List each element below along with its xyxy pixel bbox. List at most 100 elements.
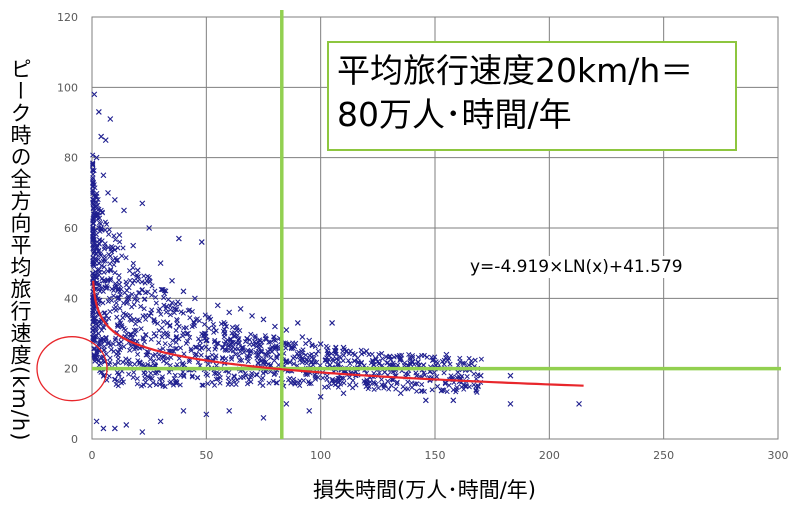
callout-line-2: 80万人･時間/年 — [337, 95, 572, 134]
scatter-point — [146, 313, 153, 319]
scatter-point — [94, 190, 100, 197]
scatter-point — [347, 360, 353, 367]
scatter-point — [90, 206, 96, 212]
scatter-point — [381, 369, 388, 376]
scatter-point — [203, 411, 210, 418]
scatter-point — [187, 334, 193, 340]
scatter-point — [136, 318, 143, 324]
scatter-point — [132, 296, 138, 302]
scatter-point — [241, 349, 247, 355]
scatter-point — [253, 349, 259, 355]
scatter-point — [118, 344, 124, 351]
scatter-point — [90, 161, 96, 167]
scatter-point — [130, 265, 136, 271]
scatter-point — [249, 373, 255, 379]
scatter-point — [152, 288, 158, 294]
scatter-point — [263, 359, 269, 365]
scatter-point — [230, 344, 236, 350]
scatter-point — [326, 362, 333, 369]
scatter-point — [383, 354, 389, 360]
scatter-point — [222, 346, 228, 352]
scatter-point — [90, 235, 96, 241]
scatter-point — [185, 330, 191, 337]
scatter-point — [306, 337, 313, 344]
scatter-point — [135, 358, 141, 364]
scatter-point — [221, 326, 227, 332]
scatter-point — [111, 425, 118, 432]
scatter-point — [195, 359, 201, 365]
scatter-point — [363, 348, 370, 354]
scatter-point — [258, 348, 265, 354]
scatter-point — [363, 383, 370, 390]
scatter-point — [115, 245, 121, 251]
scatter-point — [324, 357, 330, 363]
scatter-point — [271, 371, 277, 378]
scatter-point — [283, 400, 290, 407]
scatter-point — [352, 351, 358, 358]
scatter-point — [90, 152, 96, 158]
scatter-point — [90, 324, 96, 330]
scatter-point — [101, 347, 107, 353]
scatter-point — [434, 374, 440, 380]
scatter-point — [379, 350, 385, 357]
scatter-point — [92, 346, 98, 352]
scatter-point — [457, 359, 463, 365]
scatter-point — [200, 382, 206, 388]
scatter-point — [139, 279, 145, 285]
scatter-point — [106, 361, 112, 368]
scatter-point — [253, 344, 259, 350]
scatter-point — [100, 425, 107, 432]
scatter-point — [340, 375, 347, 381]
scatter-point — [104, 221, 110, 227]
scatter-point — [107, 355, 113, 361]
scatter-point — [99, 335, 105, 341]
scatter-point — [236, 336, 242, 342]
scatter-point — [397, 390, 404, 397]
scatter-point — [135, 273, 142, 280]
scatter-point — [335, 380, 341, 386]
scatter-point — [181, 362, 187, 368]
scatter-point — [113, 307, 119, 313]
scatter-point — [213, 376, 219, 382]
scatter-point — [398, 356, 404, 363]
scatter-point — [231, 377, 237, 384]
scatter-point — [324, 373, 330, 379]
scatter-point — [239, 345, 245, 351]
scatter-point — [109, 297, 115, 304]
scatter-point — [317, 393, 324, 400]
scatter-point — [322, 357, 328, 363]
y-tick-label: 40 — [64, 292, 78, 305]
scatter-point — [255, 360, 261, 366]
scatter-point — [443, 351, 450, 358]
scatter-point — [149, 292, 155, 298]
scatter-point — [172, 307, 178, 313]
trendline-equation: y=-4.919×LN(x)+41.579 — [468, 256, 685, 278]
scatter-point — [329, 320, 335, 326]
scatter-point — [166, 369, 172, 375]
scatter-point — [400, 384, 406, 390]
scatter-point — [143, 332, 149, 338]
scatter-point — [107, 253, 114, 260]
scatter-point — [130, 242, 137, 249]
scatter-point — [330, 356, 336, 362]
scatter-point — [370, 379, 376, 386]
scatter-point — [160, 354, 166, 360]
scatter-point — [430, 357, 436, 363]
scatter-point — [300, 347, 306, 353]
scatter-point — [268, 339, 274, 345]
scatter-point — [340, 344, 347, 351]
scatter-point — [244, 381, 251, 387]
scatter-point — [161, 358, 167, 364]
scatter-point — [334, 361, 340, 368]
scatter-point — [100, 288, 106, 295]
scatter-point — [442, 381, 448, 387]
scatter-point — [353, 382, 359, 388]
scatter-point — [184, 338, 191, 344]
scatter-point — [260, 375, 266, 381]
scatter-point — [424, 354, 430, 360]
scatter-point — [466, 384, 472, 390]
scatter-point — [240, 374, 247, 380]
scatter-point — [288, 346, 294, 352]
scatter-point — [101, 310, 107, 316]
scatter-point — [219, 355, 226, 361]
